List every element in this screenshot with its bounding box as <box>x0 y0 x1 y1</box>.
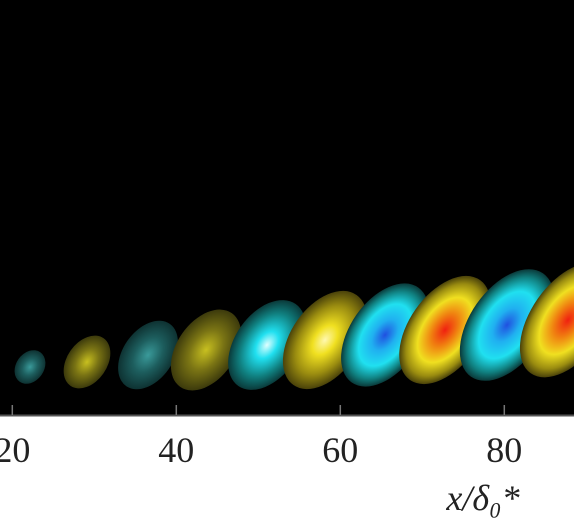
contour-blob <box>118 320 178 390</box>
x-axis-label: x/δ₀* <box>445 478 519 518</box>
x-tick-label: 80 <box>486 430 522 470</box>
contour-blob <box>63 335 111 389</box>
x-tick-label: 20 <box>0 430 30 470</box>
x-tick-label: 40 <box>158 430 194 470</box>
contour-blob <box>14 350 46 384</box>
x-tick-label: 60 <box>322 430 358 470</box>
contour-blob <box>519 262 574 378</box>
contour-blob <box>170 309 242 391</box>
contour-field <box>14 262 574 391</box>
